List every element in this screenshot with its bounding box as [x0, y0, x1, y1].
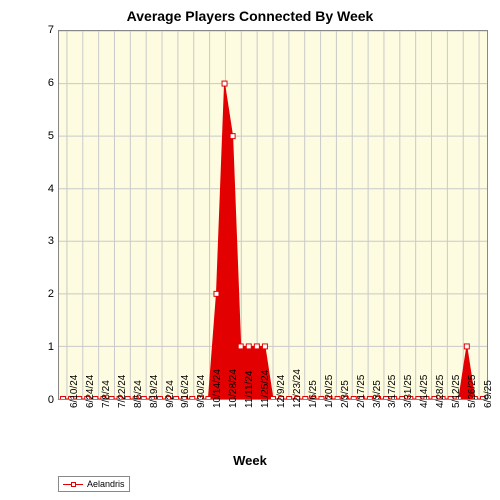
- x-tick-label: 3/3/25: [372, 380, 383, 408]
- legend-swatch: [63, 480, 83, 488]
- x-tick-label: 9/2/24: [165, 380, 176, 408]
- x-tick-label: 3/31/25: [403, 375, 414, 408]
- x-tick-label: 5/26/25: [467, 375, 478, 408]
- x-axis-label: Week: [0, 453, 500, 468]
- x-tick-label: 2/3/25: [340, 380, 351, 408]
- x-tick-label: 1/20/25: [324, 375, 335, 408]
- x-tick-label: 6/24/24: [85, 375, 96, 408]
- x-tick-label: 12/9/24: [276, 375, 287, 408]
- chart-title: Average Players Connected By Week: [0, 8, 500, 24]
- x-tick-label: 7/8/24: [101, 380, 112, 408]
- plot-area: [58, 30, 488, 400]
- x-tick-label: 1/6/25: [308, 380, 319, 408]
- x-tick-label: 11/25/24: [260, 370, 271, 408]
- y-tick-label: 1: [38, 341, 54, 353]
- y-tick-label: 5: [38, 130, 54, 142]
- chart-container: Average Players Connected By Week Player…: [0, 0, 500, 500]
- x-tick-label: 8/19/24: [149, 375, 160, 408]
- x-tick-label: 6/9/25: [483, 380, 494, 408]
- legend-series-marker-icon: [71, 482, 76, 487]
- x-tick-label: 10/28/24: [228, 369, 239, 408]
- y-tick-label: 0: [38, 394, 54, 406]
- chart-svg: [59, 31, 487, 399]
- x-tick-label: 11/11/24: [244, 371, 255, 408]
- y-tick-label: 7: [38, 24, 54, 36]
- x-tick-label: 9/16/24: [180, 375, 191, 408]
- x-tick-label: 9/30/24: [196, 375, 207, 408]
- y-tick-label: 4: [38, 183, 54, 195]
- x-tick-label: 12/23/24: [292, 369, 303, 408]
- x-tick-label: 10/14/24: [212, 369, 223, 408]
- x-tick-label: 6/10/24: [69, 375, 80, 408]
- x-tick-label: 4/28/25: [435, 375, 446, 408]
- x-tick-label: 2/17/25: [356, 375, 367, 408]
- x-tick-label: 7/22/24: [117, 375, 128, 408]
- y-tick-label: 3: [38, 235, 54, 247]
- y-tick-label: 2: [38, 288, 54, 300]
- legend: Aelandris: [58, 476, 130, 492]
- x-tick-label: 8/5/24: [133, 380, 144, 408]
- x-tick-label: 4/14/25: [419, 375, 430, 408]
- x-tick-label: 3/17/25: [387, 375, 398, 408]
- legend-series-label: Aelandris: [87, 479, 125, 489]
- x-tick-label: 5/12/25: [451, 375, 462, 408]
- y-tick-label: 6: [38, 77, 54, 89]
